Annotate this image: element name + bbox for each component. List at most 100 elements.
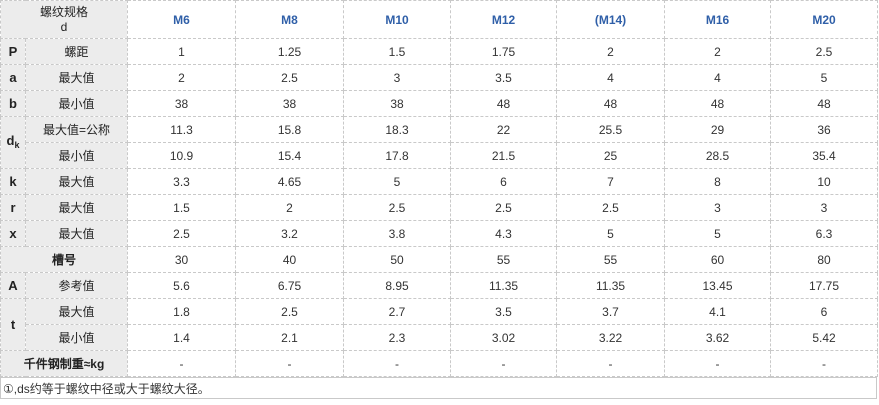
row-label: 螺距 [24, 38, 129, 65]
cell-value: 3.22 [556, 324, 666, 351]
table-row: b 最小值 38 38 38 48 48 48 48 [0, 90, 879, 117]
row-label: 最大值 [24, 220, 129, 247]
header-label: 螺纹规格 [40, 4, 89, 19]
cell-value: 3.5 [450, 64, 558, 91]
row-symbol: P [0, 38, 26, 65]
cell-value: 55 [556, 246, 666, 273]
table-row: 最小值 10.9 15.4 17.8 21.5 25 28.5 35.4 [1, 142, 879, 169]
footnote: ①,ds约等于螺纹中径或大于螺纹大径。 [0, 377, 877, 399]
cell-value: 2.5 [127, 220, 237, 247]
row-symbol: k [0, 168, 26, 195]
row-symbol: A [0, 272, 26, 299]
row-label: 最小值 [24, 324, 129, 351]
cell-value: 80 [770, 246, 879, 273]
cell-value: 5.42 [770, 324, 879, 351]
cell-value: 1.75 [450, 38, 558, 65]
header-label-cell: 螺纹规格 d [0, 0, 129, 39]
row-label: 参考值 [24, 272, 129, 299]
row-label: 最大值 [24, 194, 129, 221]
cell-value: 7 [556, 168, 666, 195]
cell-value: 15.4 [235, 142, 345, 169]
cell-value: 17.8 [343, 142, 452, 169]
cell-value: 4 [664, 64, 772, 91]
cell-value: 3.62 [664, 324, 772, 351]
cell-value: 3.2 [235, 220, 345, 247]
cell-value: 2.5 [770, 38, 879, 65]
cell-value: 6 [450, 168, 558, 195]
table-row: P 螺距 1 1.25 1.5 1.75 2 2 2.5 [0, 38, 879, 65]
cell-value: 18.3 [343, 116, 452, 143]
cell-value: 3.7 [556, 298, 666, 325]
cell-value: 1.8 [127, 298, 237, 325]
cell-value: 29 [664, 116, 772, 143]
cell-value: 40 [235, 246, 345, 273]
cell-value: 10.9 [127, 142, 237, 169]
cell-value: 36 [770, 116, 879, 143]
cell-value: 3 [770, 194, 879, 221]
cell-value: 48 [664, 90, 772, 117]
cell-value: 2 [556, 38, 666, 65]
cell-value: 1.5 [343, 38, 452, 65]
row-symbol: x [0, 220, 26, 247]
cell-value: 13.45 [664, 272, 772, 299]
row-label: 最小值 [24, 142, 129, 169]
cell-value: 11.3 [127, 116, 237, 143]
cell-value: 10 [770, 168, 879, 195]
cell-value: 3 [343, 64, 452, 91]
cell-value: 1.5 [127, 194, 237, 221]
symbol-sub: k [14, 139, 20, 150]
table-row: x 最大值 2.5 3.2 3.8 4.3 5 5 6.3 [0, 220, 879, 247]
symbol-main: d [6, 132, 15, 148]
cell-value: 1.4 [127, 324, 237, 351]
row-label: 最小值 [24, 90, 129, 117]
row-symbol: t [0, 298, 26, 351]
cell-value: 11.35 [556, 272, 666, 299]
size-header: M10 [343, 0, 452, 39]
row-label: 最大值 [24, 64, 129, 91]
table-row: 千件钢制重≈kg - - - - - - - [0, 350, 879, 377]
cell-value: 38 [343, 90, 452, 117]
row-label: 最大值=公称 [24, 116, 129, 143]
size-header: M8 [235, 0, 345, 39]
size-header: M20 [770, 0, 879, 39]
cell-value: 35.4 [770, 142, 879, 169]
size-header: M16 [664, 0, 772, 39]
cell-value: 38 [127, 90, 237, 117]
cell-value: 6.3 [770, 220, 879, 247]
table-row: t 最大值 1.8 2.5 2.7 3.5 3.7 4.1 6 [0, 298, 879, 351]
cell-value: 2.5 [343, 194, 452, 221]
cell-value: 38 [235, 90, 345, 117]
cell-value: 3.8 [343, 220, 452, 247]
cell-value: 2.5 [556, 194, 666, 221]
cell-value: - [235, 350, 345, 377]
row-symbol: b [0, 90, 26, 117]
cell-value: 15.8 [235, 116, 345, 143]
cell-value: 2.1 [235, 324, 345, 351]
cell-value: 6 [770, 298, 879, 325]
row-label: 槽号 [0, 246, 129, 273]
cell-value: 1 [127, 38, 237, 65]
row-label: 最大值 [24, 298, 129, 325]
cell-value: 2.5 [235, 64, 345, 91]
cell-value: 4.3 [450, 220, 558, 247]
cell-value: - [770, 350, 879, 377]
cell-value: 1.25 [235, 38, 345, 65]
row-symbol: dk [0, 116, 26, 169]
cell-value: 2.5 [450, 194, 558, 221]
table-row: 槽号 30 40 50 55 55 60 80 [0, 246, 879, 273]
cell-value: 25 [556, 142, 666, 169]
cell-value: 48 [450, 90, 558, 117]
cell-value: 3.02 [450, 324, 558, 351]
cell-value: 4.1 [664, 298, 772, 325]
cell-value: 22 [450, 116, 558, 143]
thread-spec-table: 螺纹规格 d M6 M8 M10 M12 (M14) M16 M20 P 螺距 … [0, 0, 879, 377]
cell-value: 5 [556, 220, 666, 247]
cell-value: 55 [450, 246, 558, 273]
cell-value: 4 [556, 64, 666, 91]
table-row: a 最大值 2 2.5 3 3.5 4 4 5 [0, 64, 879, 91]
row-label: 最大值 [24, 168, 129, 195]
cell-value: - [450, 350, 558, 377]
cell-value: 2 [127, 64, 237, 91]
table-header-row: 螺纹规格 d M6 M8 M10 M12 (M14) M16 M20 [0, 0, 879, 39]
